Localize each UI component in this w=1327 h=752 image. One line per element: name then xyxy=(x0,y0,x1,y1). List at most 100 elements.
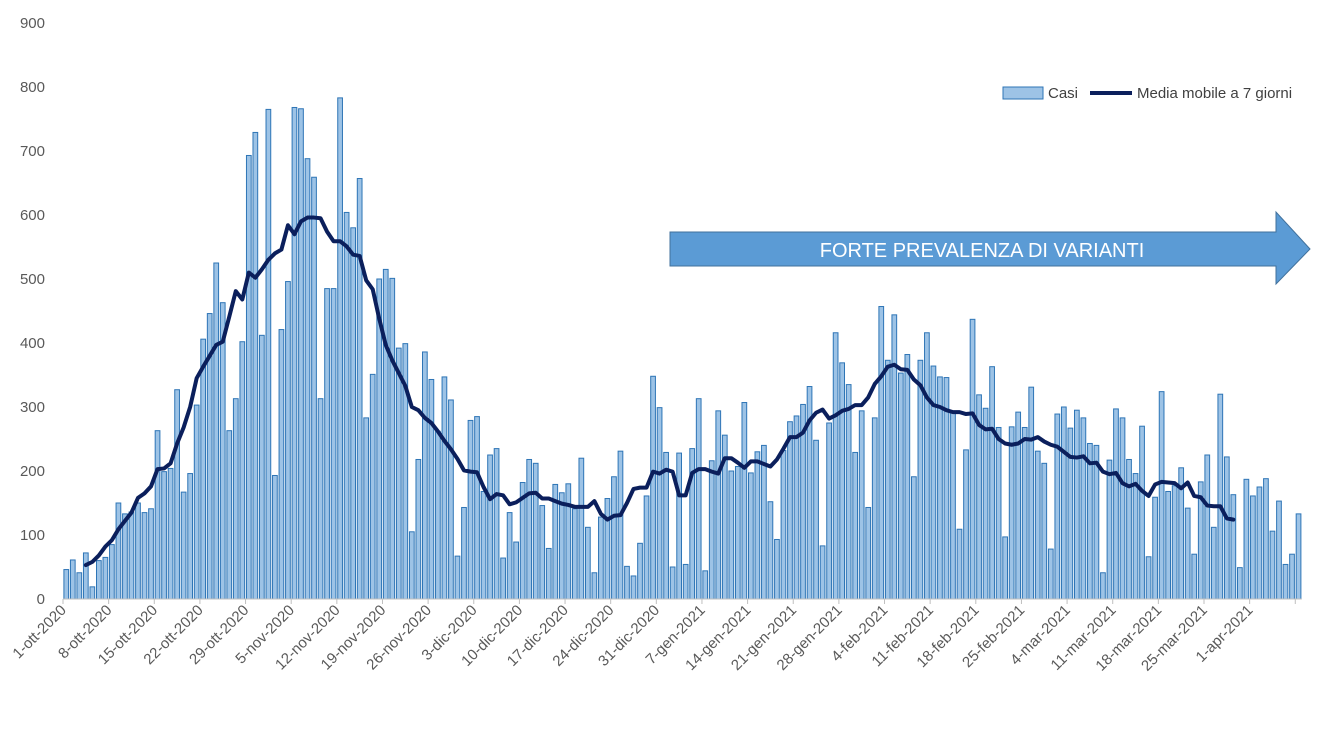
case-bar xyxy=(1158,391,1165,600)
case-bar xyxy=(911,476,917,600)
case-bar xyxy=(161,471,167,600)
case-bar xyxy=(180,491,187,600)
case-bar xyxy=(1152,496,1158,600)
case-bar xyxy=(526,458,533,600)
case-bar xyxy=(167,467,174,600)
case-bar xyxy=(669,566,676,600)
case-bar xyxy=(1230,494,1237,600)
case-bar xyxy=(1289,553,1295,600)
case-bar xyxy=(441,376,448,600)
case-bar xyxy=(1250,495,1256,600)
case-bar xyxy=(565,483,572,600)
case-bar xyxy=(845,384,852,600)
case-bar xyxy=(422,351,428,600)
case-bar xyxy=(337,97,343,600)
case-bar xyxy=(311,176,317,600)
case-bar xyxy=(102,556,109,600)
case-bar xyxy=(650,375,656,600)
case-bar xyxy=(1074,409,1080,600)
case-bar xyxy=(128,511,135,600)
case-bar xyxy=(428,378,435,600)
case-bar xyxy=(728,470,735,600)
case-bar xyxy=(761,444,767,600)
case-bar xyxy=(115,502,122,600)
case-bar xyxy=(467,419,474,600)
case-bar xyxy=(245,154,252,600)
case-bar xyxy=(213,262,220,600)
case-bar xyxy=(754,451,761,600)
case-bar xyxy=(1126,458,1132,600)
case-bar xyxy=(63,569,70,600)
case-bar xyxy=(76,572,83,600)
case-bar xyxy=(389,277,396,600)
case-bar xyxy=(969,318,976,600)
case-bar xyxy=(1080,417,1087,600)
y-tick-label: 700 xyxy=(20,143,45,160)
case-bar xyxy=(611,476,617,600)
y-tick-label: 600 xyxy=(20,207,45,224)
case-bar xyxy=(702,570,709,600)
case-bar xyxy=(232,398,239,600)
case-bar xyxy=(832,332,839,600)
case-bar xyxy=(324,288,330,600)
case-bar xyxy=(643,495,650,600)
case-bar xyxy=(532,462,539,600)
case-bar xyxy=(884,359,891,600)
case-bar xyxy=(1269,530,1276,600)
case-bar xyxy=(1008,426,1015,600)
case-bar xyxy=(239,341,246,600)
case-bar xyxy=(109,544,115,600)
case-bar xyxy=(1276,500,1282,600)
case-bar xyxy=(1210,526,1217,600)
case-bar xyxy=(539,505,546,600)
case-bar xyxy=(1002,536,1009,600)
case-bar xyxy=(141,512,148,600)
legend-bars-swatch xyxy=(1002,86,1044,100)
x-axis xyxy=(62,598,1302,604)
legend-line-label: Media mobile a 7 giorni xyxy=(1137,85,1292,102)
case-bar xyxy=(924,332,930,600)
case-bar xyxy=(382,268,389,600)
case-bar xyxy=(356,178,363,600)
case-bar xyxy=(435,430,441,600)
case-bar xyxy=(317,398,324,600)
case-bar xyxy=(122,513,128,600)
case-bar xyxy=(591,572,598,600)
case-bar xyxy=(1106,459,1113,600)
moving-average-line xyxy=(83,215,1236,568)
case-bar xyxy=(774,538,780,600)
case-bar xyxy=(272,474,278,600)
case-bar xyxy=(1132,473,1139,600)
case-bar xyxy=(200,338,207,600)
case-bar xyxy=(871,417,878,600)
case-bar xyxy=(1145,556,1152,600)
case-bar xyxy=(1217,393,1224,600)
case-bar xyxy=(1041,462,1048,600)
case-bar xyxy=(1191,553,1198,600)
case-bar xyxy=(1087,442,1093,600)
case-bar xyxy=(69,559,76,600)
case-bar xyxy=(663,451,669,600)
case-bar xyxy=(897,372,904,600)
case-bar xyxy=(780,450,787,600)
case-bar xyxy=(1119,417,1126,600)
case-bar xyxy=(82,552,89,600)
banner-text: FORTE PREVALENZA DI VARIANTI xyxy=(820,240,1145,262)
case-bar xyxy=(1060,406,1067,600)
case-bar xyxy=(1204,454,1211,600)
case-bar xyxy=(604,498,611,600)
case-bar xyxy=(96,560,102,600)
case-bar xyxy=(571,508,578,600)
case-bar xyxy=(187,473,193,600)
case-bar xyxy=(989,366,995,600)
case-bar xyxy=(819,545,826,600)
y-axis-ticks: 0 100 200 300 400 500 600 700 800 900 xyxy=(20,15,45,608)
case-bar xyxy=(1282,563,1289,600)
case-bar xyxy=(891,314,898,600)
case-bar xyxy=(878,306,885,600)
case-bar xyxy=(226,430,233,600)
case-bar xyxy=(617,450,624,600)
variants-banner: FORTE PREVALENZA DI VARIANTI xyxy=(669,210,1311,286)
case-bar xyxy=(950,412,956,600)
case-bar xyxy=(259,334,265,600)
